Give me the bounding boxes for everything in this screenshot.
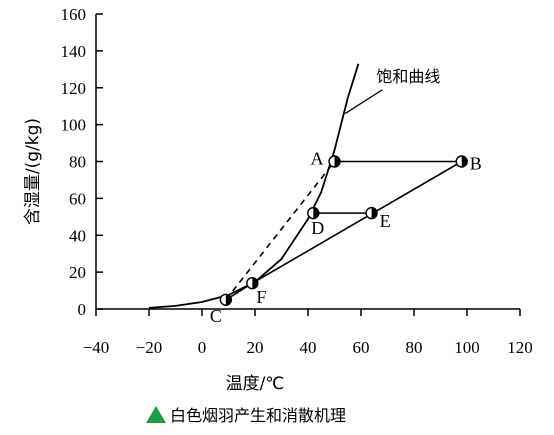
y-tick-label: 80 — [69, 153, 86, 172]
point-label-E: E — [380, 211, 391, 231]
x-tick-label: 20 — [247, 338, 264, 357]
x-tick-label: 120 — [507, 338, 533, 357]
y-tick-label: 100 — [61, 116, 87, 135]
y-tick-label: 0 — [78, 300, 87, 319]
point-label-F: F — [256, 287, 266, 307]
state-point-fill-C — [225, 294, 232, 306]
y-tick-label: 40 — [69, 226, 86, 245]
x-tick-label: −20 — [136, 338, 163, 357]
state-point-fill-E — [371, 207, 378, 219]
y-axis-label: 含湿量/(g/kg) — [23, 118, 43, 225]
x-axis-label: 温度/℃ — [226, 374, 285, 394]
segment-C-A — [225, 161, 336, 301]
saturation-curve — [148, 63, 360, 309]
y-tick-label: 160 — [61, 5, 87, 24]
caption-text: 白色烟羽产生和消散机理 — [170, 406, 347, 425]
figure-caption: 白色烟羽产生和消散机理 — [146, 402, 346, 426]
y-tick-label: 60 — [69, 189, 86, 208]
x-tick-label: 0 — [198, 338, 207, 357]
state-point-fill-F — [252, 277, 258, 289]
state-point-fill-A — [334, 156, 340, 167]
x-tick-label: 40 — [300, 338, 317, 357]
x-tick-label: 100 — [454, 338, 480, 357]
chart-marks: A B C D E F — [148, 63, 482, 326]
state-point-fill-D — [313, 207, 319, 219]
point-label-C: C — [210, 306, 222, 326]
saturation-curve-label: 饱和曲线 — [376, 67, 440, 86]
x-tick-label: −40 — [83, 338, 110, 357]
curve-label-leader — [344, 89, 383, 115]
green-triangle-icon — [146, 405, 166, 423]
segment-B-F — [251, 160, 463, 284]
state-point-fill-B — [461, 156, 468, 167]
axes: −40 −20 0 20 40 60 80 100 120 0 20 40 60 80 100 120 140 1… — [61, 5, 533, 357]
point-label-B: B — [470, 154, 482, 174]
x-tick-label: 60 — [353, 338, 370, 357]
point-label-A: A — [311, 149, 324, 169]
chart: −40 −20 0 20 40 60 80 100 120 0 20 40 60 80 100 120 140 1… — [23, 5, 533, 394]
point-label-D: D — [311, 218, 324, 238]
x-tick-label: 80 — [406, 338, 423, 357]
y-tick-label: 140 — [61, 42, 87, 61]
y-tick-label: 20 — [69, 263, 86, 282]
y-tick-label: 120 — [61, 79, 87, 98]
